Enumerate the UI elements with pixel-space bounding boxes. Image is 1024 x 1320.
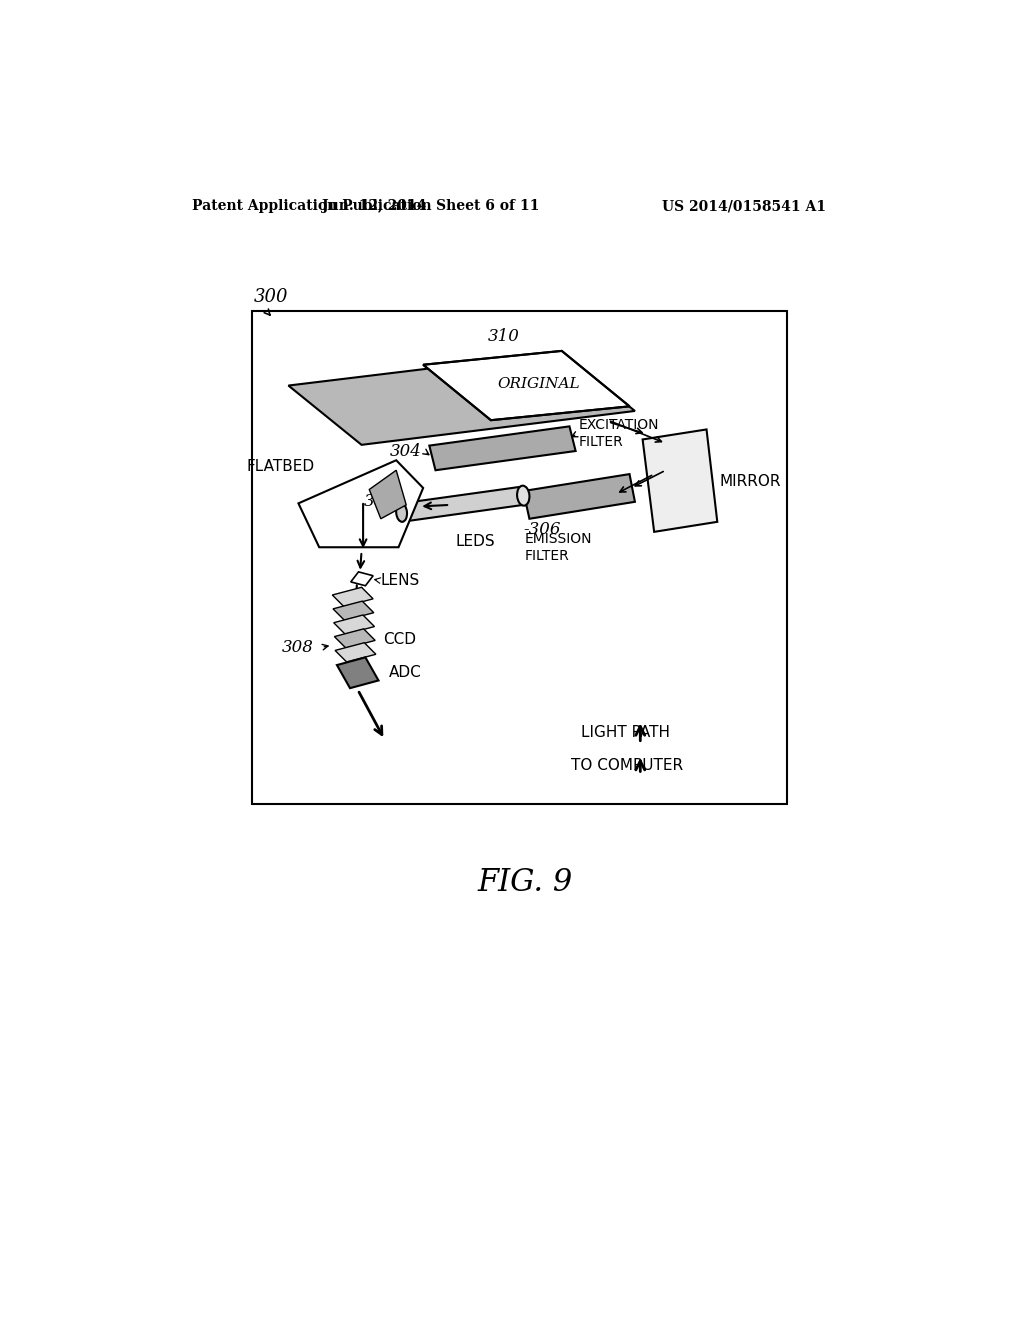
Text: 300: 300 xyxy=(254,288,289,306)
Text: LEDS: LEDS xyxy=(456,535,496,549)
Polygon shape xyxy=(370,470,407,519)
Text: US 2014/0158541 A1: US 2014/0158541 A1 xyxy=(662,199,826,213)
Text: CCD: CCD xyxy=(383,632,416,647)
Text: EXCITATION
FILTER: EXCITATION FILTER xyxy=(579,417,659,449)
Ellipse shape xyxy=(396,503,407,521)
Text: TO COMPUTER: TO COMPUTER xyxy=(571,758,683,772)
Polygon shape xyxy=(643,429,717,532)
Text: ADC: ADC xyxy=(388,665,421,680)
Text: ORIGINAL: ORIGINAL xyxy=(498,378,580,391)
Text: 302: 302 xyxy=(364,492,395,510)
Text: FIG. 9: FIG. 9 xyxy=(477,867,572,898)
Polygon shape xyxy=(333,587,373,607)
Polygon shape xyxy=(335,628,375,648)
Text: EMISSION
FILTER: EMISSION FILTER xyxy=(524,532,592,562)
Text: MIRROR: MIRROR xyxy=(720,474,781,490)
Text: Patent Application Publication: Patent Application Publication xyxy=(193,199,432,213)
Polygon shape xyxy=(298,461,423,548)
Text: LIGHT PATH: LIGHT PATH xyxy=(581,725,670,739)
Polygon shape xyxy=(523,474,635,519)
Text: -306: -306 xyxy=(523,521,561,539)
Polygon shape xyxy=(334,615,375,635)
Text: 308: 308 xyxy=(282,639,313,656)
Polygon shape xyxy=(423,351,630,420)
Text: 310: 310 xyxy=(488,327,520,345)
Bar xyxy=(252,312,787,804)
Polygon shape xyxy=(289,352,635,445)
Polygon shape xyxy=(333,601,374,620)
Text: LENS: LENS xyxy=(381,573,420,587)
Polygon shape xyxy=(337,657,379,688)
Text: FLATBED: FLATBED xyxy=(247,459,314,474)
Text: Jun. 12, 2014  Sheet 6 of 11: Jun. 12, 2014 Sheet 6 of 11 xyxy=(323,199,540,213)
Polygon shape xyxy=(335,643,376,663)
Polygon shape xyxy=(401,487,523,521)
Polygon shape xyxy=(429,426,575,470)
Ellipse shape xyxy=(517,486,529,506)
Polygon shape xyxy=(351,572,373,586)
Text: 304: 304 xyxy=(390,442,422,459)
